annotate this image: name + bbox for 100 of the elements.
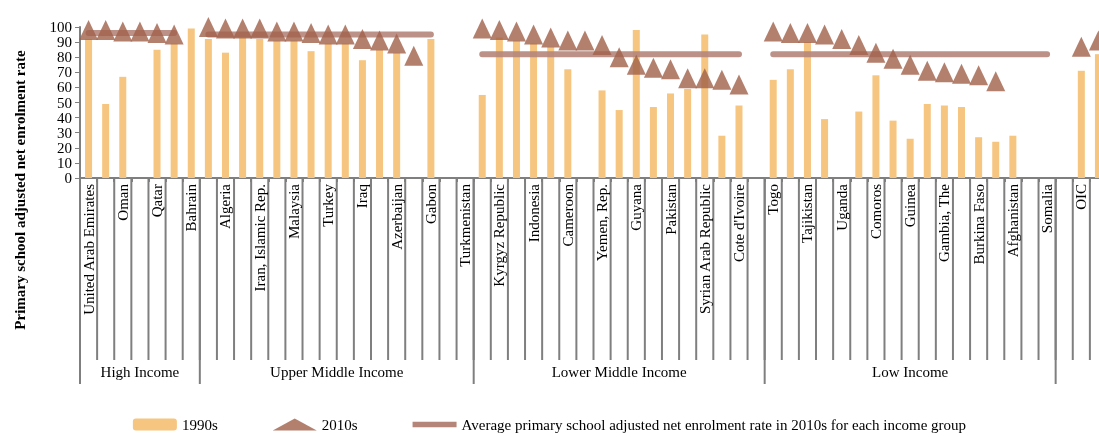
bar xyxy=(478,94,486,178)
y-tick-label: 20 xyxy=(57,139,72,156)
x-tick-label: Togo xyxy=(765,184,782,215)
y-tick-label: 100 xyxy=(49,19,72,35)
x-tick-label: Iraq xyxy=(354,183,371,209)
point xyxy=(267,21,287,42)
x-tick-label: Tajikistan xyxy=(799,183,816,243)
x-tick-label: Burkina Faso xyxy=(970,184,987,265)
bar xyxy=(667,93,675,178)
text: Low Income xyxy=(872,364,949,380)
point xyxy=(387,33,407,54)
point xyxy=(609,47,629,68)
bar xyxy=(769,79,777,178)
x-tick-label: Malaysia xyxy=(285,183,302,239)
point xyxy=(763,21,783,42)
x-tick-label: Cote d'Ivoire xyxy=(730,183,747,263)
x-tick-label: United Arab Emirates xyxy=(80,183,97,315)
point xyxy=(541,27,561,48)
point xyxy=(558,30,578,51)
y-axis-title: Primary school adjusted net enrolment rate xyxy=(12,50,28,330)
point xyxy=(780,23,800,44)
bar xyxy=(564,69,572,178)
point xyxy=(335,24,355,45)
bar xyxy=(684,88,692,178)
point xyxy=(79,20,99,41)
bar xyxy=(906,138,914,178)
x-tick-label: Guinea xyxy=(902,183,919,228)
point xyxy=(352,29,372,50)
x-tick-label: Syrian Arab Republic xyxy=(696,183,713,314)
bar xyxy=(975,137,983,178)
point xyxy=(934,62,954,83)
point xyxy=(866,42,886,63)
bar xyxy=(393,52,401,178)
point xyxy=(233,18,253,39)
bar xyxy=(495,37,503,178)
x-tick-label: Comoros xyxy=(867,183,884,240)
x-tick-label: Algeria xyxy=(217,183,234,229)
bar xyxy=(940,105,948,178)
point xyxy=(592,35,612,56)
bar xyxy=(923,104,931,178)
point xyxy=(712,69,732,90)
point xyxy=(678,68,698,89)
bar xyxy=(341,43,349,178)
point xyxy=(883,48,903,69)
point xyxy=(404,45,424,66)
point xyxy=(815,24,835,45)
y-tick-label: 50 xyxy=(57,94,72,111)
x-tick-label: Turkey xyxy=(320,183,337,227)
bar xyxy=(290,40,298,178)
y-tick-label: 90 xyxy=(57,34,72,51)
point xyxy=(952,63,972,84)
bar xyxy=(85,39,93,178)
point xyxy=(986,71,1006,92)
bar xyxy=(958,107,966,178)
bar xyxy=(992,141,1000,178)
x-tick-label: Cameroon xyxy=(559,183,576,247)
legend-label: Average primary school adjusted net enrolment rate in 2010s for each income group xyxy=(461,416,967,433)
point xyxy=(643,57,663,78)
bar xyxy=(649,107,657,178)
bar xyxy=(821,119,829,178)
y-tick-label: 60 xyxy=(57,79,72,96)
point xyxy=(96,20,116,41)
bar xyxy=(718,135,726,178)
text: High Income xyxy=(100,364,180,380)
point xyxy=(575,30,595,51)
x-tick-label: Uganda xyxy=(833,183,850,231)
text: Lower Middle Income xyxy=(551,364,687,380)
bar xyxy=(273,40,281,178)
point xyxy=(130,21,150,42)
x-tick-label: Gambia, The xyxy=(936,183,953,263)
text: Upper Middle Income xyxy=(270,364,404,380)
point xyxy=(506,21,526,42)
bar xyxy=(530,43,538,178)
bar xyxy=(187,28,195,178)
point xyxy=(198,17,218,37)
bar xyxy=(221,52,229,178)
point xyxy=(370,30,390,51)
bar xyxy=(239,37,247,178)
y-tick-label: 10 xyxy=(57,154,72,171)
point xyxy=(113,21,133,42)
bar xyxy=(803,42,811,178)
x-tick-label: Iran, Islamic Rep. xyxy=(251,184,268,292)
x-tick-label: Bahrain xyxy=(183,183,200,232)
bar xyxy=(119,76,127,178)
legend-label: 1990s xyxy=(181,416,218,433)
bar xyxy=(307,51,315,178)
bar xyxy=(256,39,264,178)
bar xyxy=(1009,135,1017,178)
point xyxy=(969,65,989,86)
x-tick-label: Gabon xyxy=(422,183,439,224)
bar xyxy=(512,40,520,178)
bar xyxy=(376,49,384,178)
point xyxy=(797,23,817,44)
point xyxy=(849,35,869,56)
x-tick-label: Guyana xyxy=(628,183,645,231)
point xyxy=(900,54,920,75)
point xyxy=(472,18,492,39)
point xyxy=(661,59,681,80)
point xyxy=(164,24,184,45)
x-tick-label: Azerbaijan xyxy=(388,183,405,250)
